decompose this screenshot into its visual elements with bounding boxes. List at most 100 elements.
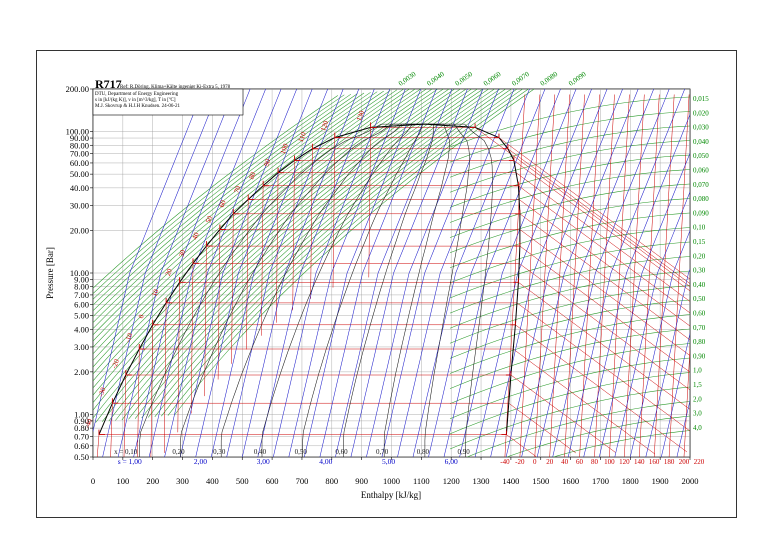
chart-title: R717 (95, 77, 122, 91)
volume-line-0 (93, 95, 338, 289)
liquid-temperature-label-16: 120 (319, 119, 330, 132)
volume-line-3 (93, 93, 358, 306)
isentrope-23 (443, 89, 561, 457)
volume-right-label-18: 0,90 (693, 352, 706, 360)
y-tick-label-7: 3.00 (74, 342, 89, 352)
liquid-temperature-marker-9 (219, 224, 226, 230)
isentrope-9 (226, 89, 344, 457)
temperature-bottom-label-9: 140 (634, 458, 645, 466)
y-tick-label-2: 0.70 (74, 431, 89, 441)
y-tick-label-24: 200.00 (66, 84, 89, 94)
volume-line-5 (93, 92, 371, 318)
quality-line-4 (261, 123, 425, 457)
isotherm-8 (204, 245, 690, 397)
volume-right-label-9: 0,10 (693, 224, 706, 232)
x-tick-label-18: 1800 (622, 476, 639, 486)
volume-vapour-line-10 (449, 241, 690, 299)
volume-line-30 (154, 89, 518, 417)
volume-right-label-5: 0,060 (693, 167, 709, 175)
isotherm-13 (276, 172, 690, 323)
volume-vapour-line-20 (449, 386, 690, 450)
liquid-temperature-marker-7 (192, 258, 199, 264)
volume-right-label-11: 0,20 (693, 252, 706, 260)
liquid-temperature-marker-11 (247, 194, 255, 200)
vapour-temperature-marker-6 (514, 242, 521, 247)
volume-vapour-line-8 (449, 212, 690, 269)
temperature-bottom-label-4: 40 (561, 458, 569, 466)
curve-labels: x = 0,10 0,20 0,30 0,40 0,50 0,60 0,70 0,80 0,90… (114, 70, 709, 466)
isentrope-8 (210, 89, 328, 457)
quality-line-6 (343, 123, 434, 457)
isentrope-33 (599, 152, 690, 457)
isotherm-14 (292, 160, 690, 311)
volume-vapour-line-12 (449, 270, 690, 329)
vapour-temperature-marker-5 (514, 209, 521, 215)
x-tick-label-19: 1900 (652, 476, 669, 486)
temperature-bottom-label-1: -20 (515, 458, 525, 466)
isotherm-12 (261, 185, 690, 336)
quality-bottom-label-1: 0,20 (172, 448, 185, 456)
liquid-temperature-label-4: 0 (137, 313, 146, 319)
volume-right-label-22: 3,0 (693, 410, 702, 418)
volume-right-label-20: 1,5 (693, 381, 702, 389)
temperature-markers: -40-30-20-100102030405060708090100110120… (83, 109, 521, 436)
temperature-bottom-label-6: 80 (591, 458, 599, 466)
volume-lines (93, 89, 690, 457)
superheat-isotherm-13 (699, 95, 719, 458)
volume-right-label-17: 0,80 (693, 338, 706, 346)
volume-line-13 (93, 89, 422, 368)
entropy-bottom-label-4: 5,00 (382, 457, 395, 466)
x-tick-label-4: 400 (206, 476, 219, 486)
volume-top-label-5: 0,0080 (539, 70, 560, 88)
liquid-temperature-label-11: 70 (233, 184, 243, 194)
volume-vapour-line-9 (449, 227, 690, 284)
superheat-isotherm-11 (668, 94, 690, 457)
superheat-isotherm-9 (639, 94, 660, 457)
liquid-temperature-label-9: 50 (204, 214, 214, 224)
info-line-1: DTU, Department of Energy Engineering (95, 92, 179, 97)
volume-right-label-7: 0,080 (693, 195, 709, 203)
isentrope-32 (583, 113, 690, 457)
volume-right-label-8: 0,090 (693, 209, 709, 217)
isentrope-10 (242, 89, 360, 457)
isentrope-35 (630, 229, 690, 457)
isentrope-0 (93, 89, 204, 433)
isentrope-27 (505, 89, 623, 457)
isentrope-1 (102, 89, 220, 457)
x-tick-label-16: 1600 (562, 476, 579, 486)
superheat-isotherm-10 (653, 94, 675, 457)
quality-line-5 (302, 123, 425, 457)
y-tick-label-11: 7.00 (74, 290, 89, 300)
volume-line-1 (93, 94, 345, 295)
volume-right-label-6: 0,070 (693, 181, 709, 189)
quality-bottom-label-5: 0,60 (335, 448, 348, 456)
volume-top-label-6: 0,0090 (567, 70, 588, 88)
isentrope-21 (412, 89, 530, 457)
y-tick-label-9: 5.00 (74, 311, 89, 321)
volume-line-2 (93, 93, 352, 300)
temperature-bottom-label-5: 60 (576, 458, 584, 466)
liquid-temperature-marker-14 (294, 155, 301, 161)
liquid-temperature-label-6: 20 (164, 267, 174, 277)
isentrope-37 (661, 332, 690, 457)
liquid-temperature-marker-5 (165, 297, 173, 304)
isentrope-2 (117, 89, 235, 457)
chart-frame: -40 -30 -20 -10 0 10 20 30 40 50 60 70 80 90 100 110 120… (36, 50, 737, 518)
volume-right-label-4: 0,050 (693, 152, 709, 160)
liquid-temperature-label-13: 90 (262, 158, 272, 168)
quality-lines (139, 123, 493, 457)
title-box (92, 88, 244, 116)
volume-vapour-line-22 (506, 415, 690, 457)
x-axis-label: Enthalpy [kJ/kg] (361, 490, 421, 500)
isentrope-26 (490, 89, 608, 457)
volume-vapour-line-3 (449, 140, 690, 193)
axes: 0 100 200 300 400 500 600 700 800 900 1000 1100 1200… (66, 84, 699, 486)
volume-line-25 (121, 89, 490, 421)
vapour-temperature-marker-0 (470, 123, 476, 128)
volume-right-label-21: 2,0 (693, 395, 702, 403)
y-axis-label: Pressure [Bar] (45, 247, 55, 299)
isentrope-14 (304, 89, 422, 457)
isotherm-11 (246, 199, 690, 350)
y-tick-label-12: 8.00 (74, 282, 89, 292)
volume-top-label-4: 0,0070 (510, 70, 531, 88)
